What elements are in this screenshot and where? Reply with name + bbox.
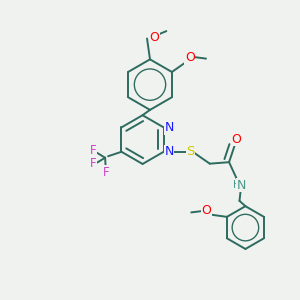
Text: F: F (90, 144, 97, 157)
Text: F: F (103, 166, 110, 179)
Text: N: N (164, 145, 174, 158)
Text: N: N (164, 121, 174, 134)
Text: N: N (237, 178, 246, 192)
Text: O: O (149, 31, 159, 44)
Text: O: O (201, 204, 211, 218)
Text: O: O (185, 51, 195, 64)
Text: H: H (232, 180, 240, 190)
Text: O: O (232, 133, 242, 146)
Text: F: F (90, 157, 97, 170)
Text: S: S (186, 145, 195, 158)
